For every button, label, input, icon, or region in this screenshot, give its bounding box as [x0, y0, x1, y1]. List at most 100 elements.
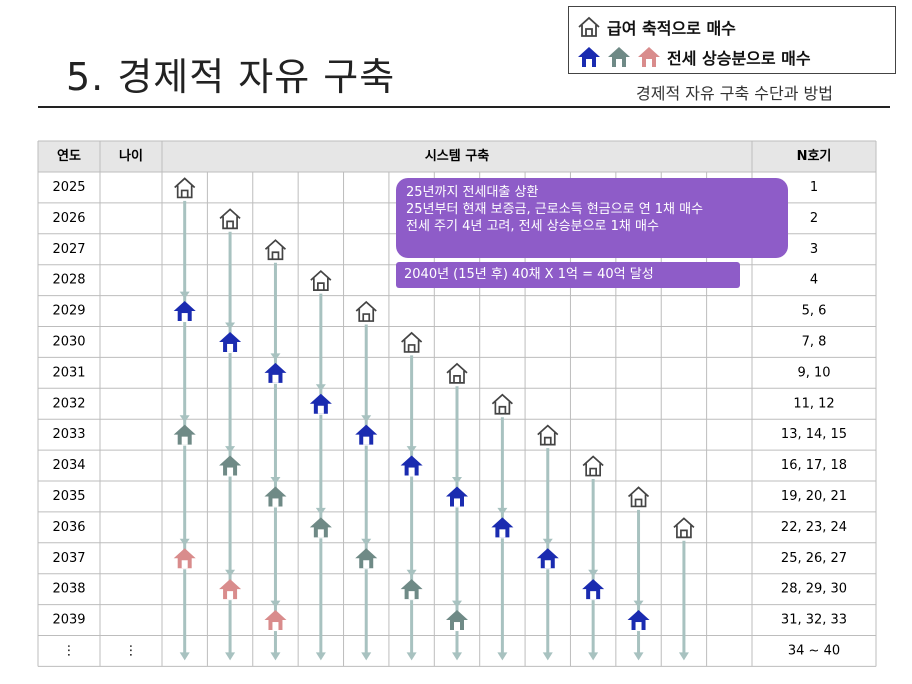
house-gray-icon — [608, 47, 630, 67]
arrow-head — [452, 477, 462, 484]
year-cell: 2036 — [52, 520, 85, 535]
year-cell: 2033 — [52, 427, 85, 442]
year-cell: 2028 — [52, 273, 85, 288]
title-underline — [38, 106, 890, 108]
callout-strategy: 25년까지 전세대출 상환 25년부터 현재 보증금, 근로소득 현금으로 연 … — [396, 178, 788, 258]
arrow-head — [497, 507, 508, 515]
house-gray-icon — [400, 579, 423, 601]
page-title: 5. 경제적 자유 구축 — [66, 55, 396, 99]
arrow-head — [678, 652, 689, 661]
header-year: 연도 — [57, 149, 81, 164]
house-pink-icon — [264, 610, 287, 632]
house-outline-icon — [627, 486, 650, 508]
house-blue-icon — [400, 455, 423, 477]
arrow-head — [225, 446, 236, 454]
house-gray-icon — [355, 548, 378, 570]
arrow-head — [588, 652, 599, 661]
count-cell: 5, 6 — [802, 304, 827, 319]
callout-goal: 2040년 (15년 후) 40채 X 1억 = 40억 달성 — [396, 262, 740, 288]
callout-line-1: 25년까지 전세대출 상환 — [406, 185, 539, 200]
arrow-head — [315, 384, 326, 392]
year-cell: 2026 — [52, 211, 85, 226]
house-pink-icon — [219, 579, 242, 601]
house-gray-icon — [219, 455, 242, 477]
house-gray-icon — [309, 517, 332, 539]
house-outline-icon — [446, 362, 468, 384]
house-outline-icon — [174, 177, 196, 199]
arrow-head — [542, 652, 553, 661]
year-cell: 2032 — [52, 396, 85, 411]
house-outline-icon — [673, 517, 695, 539]
count-cell: 11, 12 — [793, 396, 834, 411]
count-cell: 28, 29, 30 — [781, 582, 847, 597]
year-cell: 2037 — [52, 551, 85, 566]
house-blue-icon — [627, 610, 650, 632]
count-cell: 1 — [810, 180, 818, 195]
arrow-head — [542, 538, 553, 546]
legend-box: 급여 축적으로 매수 전세 상승분으로 매수 — [568, 6, 896, 74]
year-cell: ⋮ — [63, 643, 76, 658]
count-cell: 9, 10 — [797, 365, 830, 380]
arrow-head — [361, 538, 372, 546]
house-blue-icon — [219, 331, 242, 353]
age-cell: ⋮ — [125, 643, 138, 658]
house-blue-icon — [582, 579, 605, 601]
house-outline-icon — [491, 393, 513, 415]
house-outline-icon — [219, 208, 241, 230]
house-outline-icon — [537, 424, 559, 446]
legend-label-jeonse: 전세 상승분으로 매수 — [667, 49, 811, 68]
arrow-head — [633, 652, 644, 661]
table-header-bg — [38, 141, 876, 172]
count-cell: 7, 8 — [802, 334, 827, 349]
house-pink-icon — [173, 548, 196, 570]
house-gray-icon — [264, 486, 287, 508]
arrow-head — [406, 569, 417, 577]
house-blue-icon — [578, 47, 600, 67]
arrow-head — [225, 322, 236, 330]
arrow-head — [406, 446, 417, 454]
legend-item-jeonse: 전세 상승분으로 매수 — [577, 45, 811, 69]
count-cell: 25, 26, 27 — [781, 551, 847, 566]
arrow-head — [270, 477, 281, 484]
page-subtitle: 경제적 자유 구축 수단과 방법 — [636, 84, 833, 103]
arrow-head — [225, 652, 236, 661]
callout-line-3: 전세 주기 4년 고려, 전세 상승분으로 1채 매수 — [406, 219, 659, 234]
year-cell: 2038 — [52, 582, 85, 597]
house-gray-icon — [446, 610, 468, 632]
count-cell: 16, 17, 18 — [781, 458, 847, 473]
house-outline-icon — [582, 455, 604, 477]
year-cell: 2039 — [52, 613, 85, 628]
count-cell: 34 ~ 40 — [788, 643, 840, 658]
arrow-head — [179, 652, 190, 661]
count-cell: 19, 20, 21 — [781, 489, 847, 504]
house-outline-icon — [401, 331, 423, 353]
arrow-head — [497, 652, 508, 661]
header-age: 나이 — [119, 148, 143, 164]
arrow-head — [452, 652, 462, 661]
legend-item-salary: 급여 축적으로 매수 — [577, 15, 736, 39]
arrow-head — [588, 569, 599, 577]
arrow-head — [270, 652, 281, 661]
house-blue-icon — [355, 424, 378, 446]
arrow-head — [315, 507, 326, 515]
house-outline-icon — [264, 239, 287, 261]
arrow-head — [633, 600, 644, 608]
header-system: 시스템 구축 — [425, 148, 489, 164]
arrow-head — [179, 415, 190, 423]
arrow-head — [361, 415, 372, 423]
year-cell: 2031 — [52, 365, 85, 380]
year-cell: 2030 — [52, 334, 85, 349]
count-cell: 31, 32, 33 — [781, 613, 847, 628]
header-count: N호기 — [797, 149, 832, 164]
house-gray-icon — [173, 424, 196, 446]
arrow-head — [225, 569, 236, 577]
count-cell: 2 — [810, 211, 818, 226]
year-cell: 2029 — [52, 304, 85, 319]
arrow-head — [361, 652, 372, 661]
house-blue-icon — [446, 486, 468, 508]
arrow-head — [270, 600, 281, 608]
year-cell: 2025 — [52, 180, 85, 195]
house-blue-icon — [264, 362, 287, 384]
arrow-head — [406, 652, 417, 661]
house-pink-icon — [638, 47, 660, 67]
